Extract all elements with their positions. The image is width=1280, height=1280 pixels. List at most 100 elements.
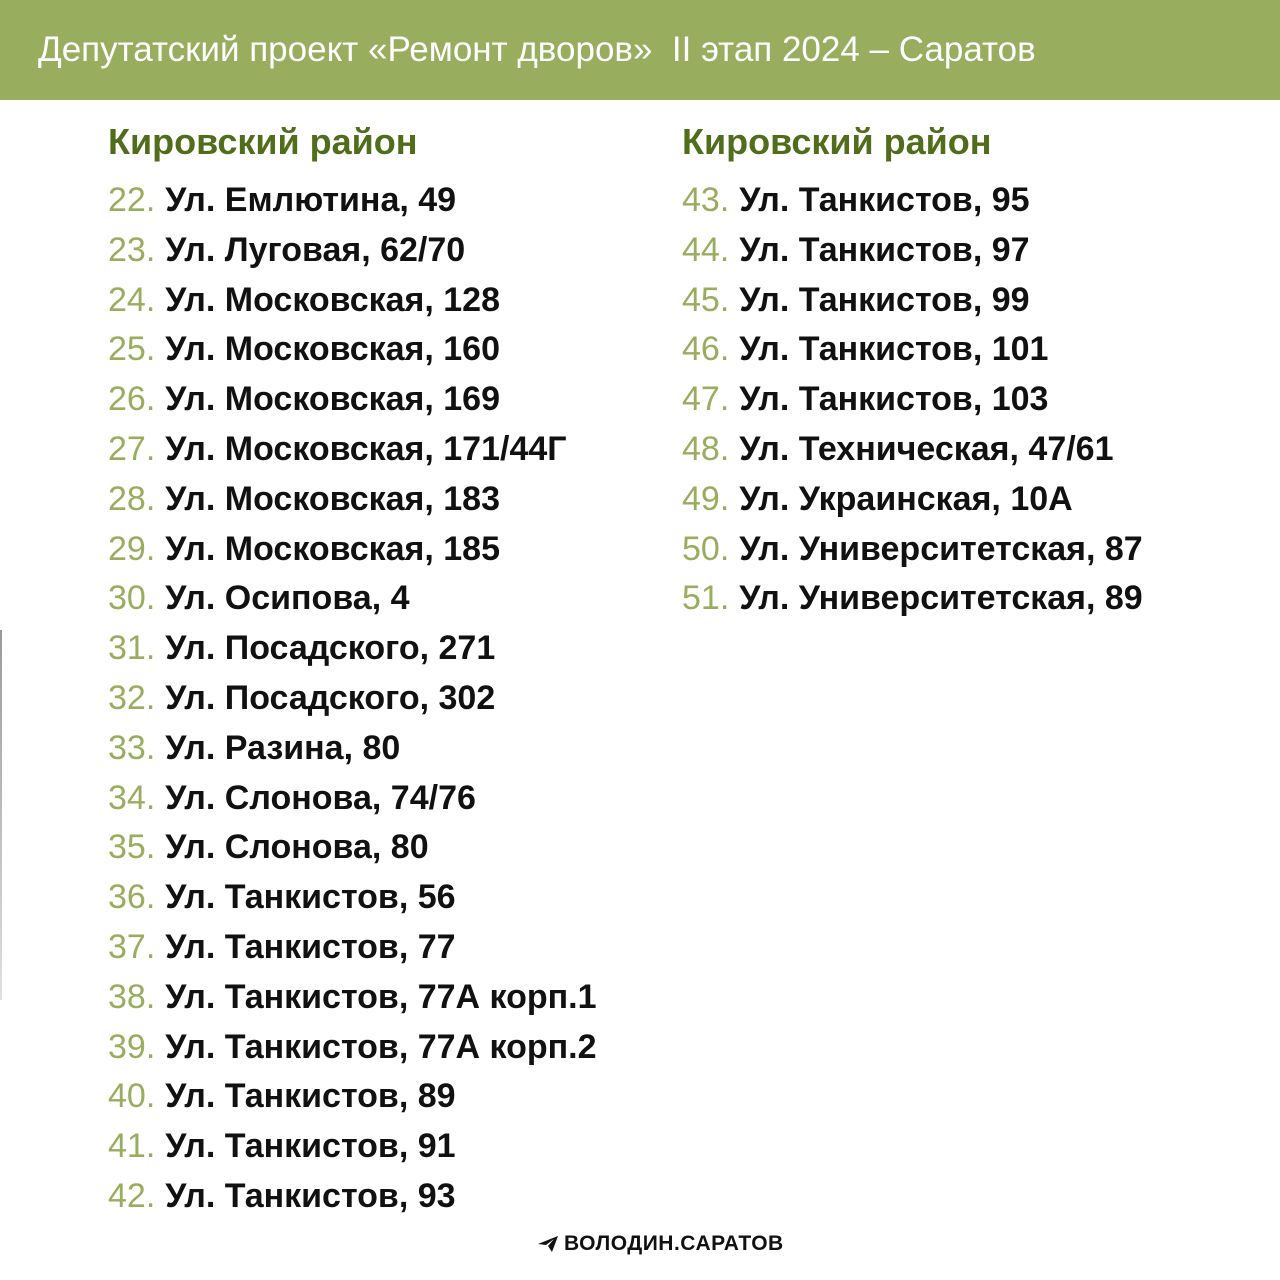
item-number: 29.	[108, 529, 156, 568]
item-address: Ул. Емлютина, 49	[165, 181, 457, 219]
item-number: 31.	[108, 629, 156, 668]
item-address: Ул. Московская, 160	[165, 330, 501, 369]
item-address: Ул. Осипова, 4	[165, 579, 410, 618]
item-number: 26.	[108, 380, 156, 419]
item-address: Ул. Танкистов, 93	[165, 1176, 456, 1215]
item-number: 27.	[108, 429, 156, 468]
footer-channel-name: ВОЛОДИН.САРАТОВ	[564, 1232, 784, 1255]
item-number: 51.	[682, 579, 730, 618]
item-address: Ул. Московская, 183	[165, 479, 501, 518]
item-number: 36.	[108, 878, 156, 917]
item-address: Ул. Разина, 80	[165, 728, 401, 767]
item-number: 22.	[108, 181, 156, 219]
item-address: Ул. Слонова, 80	[165, 828, 429, 867]
list-item: 27. Ул. Московская, 171/44Г	[108, 425, 597, 475]
list-item: 25. Ул. Московская, 160	[108, 325, 597, 375]
item-number: 48.	[682, 429, 730, 468]
list-item: 44. Ул. Танкистов, 97	[682, 226, 1143, 276]
item-address: Ул. Танкистов, 95	[739, 181, 1030, 219]
list-item: 36. Ул. Танкистов, 56	[108, 873, 597, 923]
item-address: Ул. Слонова, 74/76	[165, 778, 476, 817]
item-number: 34.	[108, 778, 156, 817]
item-address: Ул. Танкистов, 103	[739, 380, 1049, 419]
list-item: 23. Ул. Луговая, 62/70	[108, 226, 597, 276]
district-heading: Кировский район	[108, 121, 418, 162]
item-address: Ул. Университетская, 89	[739, 579, 1143, 618]
item-number: 43.	[682, 181, 730, 219]
item-address: Ул. Украинская, 10А	[739, 479, 1073, 518]
item-number: 45.	[682, 280, 730, 319]
list-item: 33. Ул. Разина, 80	[108, 724, 597, 774]
list-item: 47. Ул. Танкистов, 103	[682, 375, 1143, 425]
item-number: 28.	[108, 479, 156, 518]
list-item: 42. Ул. Танкистов, 93	[108, 1172, 597, 1222]
item-address: Ул. Танкистов, 101	[739, 330, 1049, 369]
item-number: 32.	[108, 678, 156, 717]
list-item: 30. Ул. Осипова, 4	[108, 574, 597, 624]
item-number: 46.	[682, 330, 730, 369]
list-item: 48. Ул. Техническая, 47/61	[682, 425, 1143, 475]
list-item: 49. Ул. Украинская, 10А	[682, 475, 1143, 525]
item-number: 39.	[108, 1027, 156, 1066]
list-item: 43. Ул. Танкистов, 95	[682, 176, 1143, 226]
item-address: Ул. Танкистов, 97	[739, 230, 1030, 269]
list-item: 38. Ул. Танкистов, 77А корп.1	[108, 973, 597, 1023]
left-column: Кировский район 22. Ул. Емлютина, 49 23. Ул…	[108, 118, 597, 1222]
list-item: 40. Ул. Танкистов, 89	[108, 1072, 597, 1122]
item-address: Ул. Московская, 185	[165, 529, 501, 568]
item-number: 37.	[108, 927, 156, 966]
list-item: 29. Ул. Московская, 185	[108, 525, 597, 575]
address-list: 43. Ул. Танкистов, 95 44. Ул. Танкистов, 97…	[682, 176, 1143, 624]
footer-brand: ВОЛОДИН.САРАТОВ	[538, 1232, 784, 1256]
item-number: 30.	[108, 579, 156, 618]
item-number: 49.	[682, 479, 730, 518]
list-item: 24. Ул. Московская, 128	[108, 276, 597, 326]
item-number: 50.	[682, 529, 730, 568]
item-number: 25.	[108, 330, 156, 369]
right-column: Кировский район 43. Ул. Танкистов, 95 44. У…	[682, 118, 1143, 624]
item-number: 40.	[108, 1077, 156, 1116]
item-number: 35.	[108, 828, 156, 867]
item-address: Ул. Университетская, 87	[739, 529, 1143, 568]
item-number: 24.	[108, 280, 156, 319]
item-number: 33.	[108, 728, 156, 767]
left-edge-shadow	[0, 630, 2, 1000]
item-address: Ул. Танкистов, 91	[165, 1127, 456, 1166]
item-address: Ул. Танкистов, 77А корп.1	[165, 977, 597, 1016]
list-item: 41. Ул. Танкистов, 91	[108, 1122, 597, 1172]
page-title: Депутатский проект «Ремонт дворов» II эт…	[38, 30, 1036, 69]
district-heading: Кировский район	[682, 121, 992, 162]
item-number: 38.	[108, 977, 156, 1016]
item-address: Ул. Московская, 171/44Г	[165, 429, 567, 468]
item-address: Ул. Танкистов, 56	[165, 878, 456, 917]
item-address: Ул. Посадского, 271	[165, 629, 496, 668]
item-number: 41.	[108, 1127, 156, 1166]
list-item: 28. Ул. Московская, 183	[108, 475, 597, 525]
list-item: 45. Ул. Танкистов, 99	[682, 276, 1143, 326]
item-address: Ул. Посадского, 302	[165, 678, 496, 717]
list-item: 51. Ул. Университетская, 89	[682, 574, 1143, 624]
item-number: 23.	[108, 230, 156, 269]
item-address: Ул. Танкистов, 77	[165, 927, 456, 966]
telegram-paper-plane-icon	[538, 1236, 558, 1252]
list-item: 22. Ул. Емлютина, 49	[108, 176, 597, 226]
list-item: 26. Ул. Московская, 169	[108, 375, 597, 425]
list-item: 37. Ул. Танкистов, 77	[108, 923, 597, 973]
list-item: 31. Ул. Посадского, 271	[108, 624, 597, 674]
item-number: 47.	[682, 380, 730, 419]
address-list: 22. Ул. Емлютина, 49 23. Ул. Луговая, 62/70…	[108, 176, 597, 1222]
item-address: Ул. Танкистов, 77А корп.2	[165, 1027, 597, 1066]
item-number: 44.	[682, 230, 730, 269]
list-item: 32. Ул. Посадского, 302	[108, 674, 597, 724]
header-banner: Депутатский проект «Ремонт дворов» II эт…	[0, 0, 1280, 100]
list-item: 46. Ул. Танкистов, 101	[682, 325, 1143, 375]
item-address: Ул. Московская, 169	[165, 380, 501, 419]
item-address: Ул. Танкистов, 89	[165, 1077, 456, 1116]
item-address: Ул. Танкистов, 99	[739, 280, 1030, 319]
item-address: Ул. Луговая, 62/70	[165, 230, 466, 269]
item-number: 42.	[108, 1176, 156, 1215]
list-item: 34. Ул. Слонова, 74/76	[108, 774, 597, 824]
list-item: 39. Ул. Танкистов, 77А корп.2	[108, 1023, 597, 1073]
item-address: Ул. Техническая, 47/61	[739, 429, 1114, 468]
list-item: 50. Ул. Университетская, 87	[682, 525, 1143, 575]
